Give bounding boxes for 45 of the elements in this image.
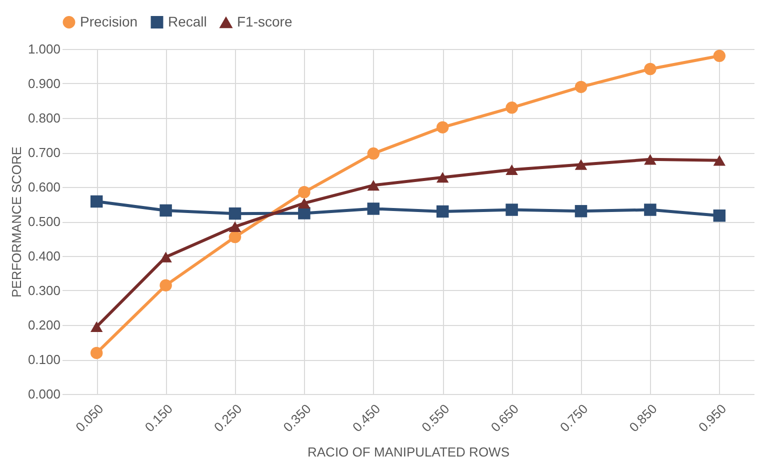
legend-label: F1-score [237, 14, 292, 30]
y-tick-label: 0.500 [28, 214, 60, 229]
y-tick-label: 0.800 [28, 110, 60, 126]
y-tick-label: 0.000 [28, 386, 60, 402]
point [506, 164, 518, 176]
point [367, 147, 380, 160]
point [574, 159, 588, 170]
point [506, 102, 518, 114]
y-tick-label: 0.100 [28, 352, 60, 367]
y-tick-label: 1.000 [28, 42, 60, 56]
point [367, 202, 380, 215]
point [90, 321, 103, 332]
point [506, 204, 518, 216]
point [90, 346, 103, 360]
x-axis-title: RACIO OF MANIPULATED ROWS [308, 444, 510, 460]
point [644, 62, 656, 76]
point [160, 279, 172, 292]
y-tick-label: 0.200 [28, 318, 60, 332]
point [160, 204, 172, 217]
point [713, 50, 726, 62]
point [574, 205, 588, 218]
point [436, 172, 449, 183]
point [644, 204, 656, 216]
point [436, 121, 449, 134]
point [228, 230, 242, 244]
point [298, 186, 310, 198]
point [90, 195, 103, 208]
point [644, 154, 656, 165]
point [228, 207, 242, 220]
y-axis-title: PERFORMANCE SCORE [8, 146, 24, 298]
y-tick-label: 0.700 [28, 145, 60, 160]
y-tick-label: 0.900 [28, 76, 60, 91]
y-tick-label: 0.300 [28, 283, 60, 298]
point [367, 180, 380, 191]
point [436, 205, 449, 218]
point [160, 252, 172, 262]
y-tick-label: 0.400 [28, 248, 60, 264]
point [298, 198, 310, 209]
point [713, 155, 726, 166]
y-tick-label: 0.600 [28, 180, 60, 194]
legend-label: Recall [168, 13, 207, 30]
point [228, 221, 242, 232]
point [574, 80, 588, 94]
legend-label: Precision [80, 13, 138, 30]
point [713, 210, 726, 222]
